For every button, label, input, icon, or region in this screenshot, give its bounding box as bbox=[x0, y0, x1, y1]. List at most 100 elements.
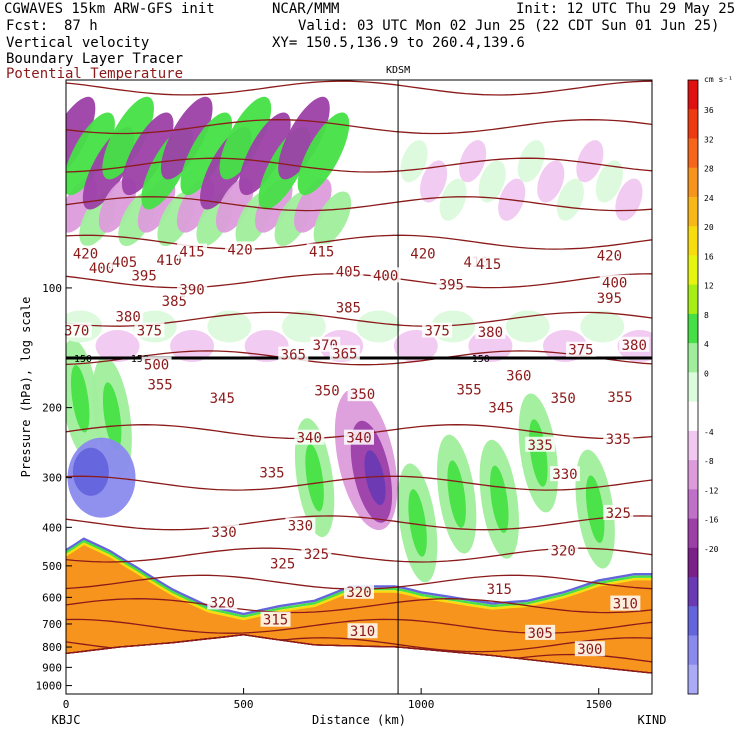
colorbar-swatch bbox=[688, 226, 698, 256]
theta-label-bg bbox=[486, 399, 517, 415]
w-cell bbox=[529, 419, 548, 487]
theta-label-bg bbox=[370, 267, 401, 283]
theta-label-bg bbox=[548, 389, 579, 405]
theta-contour bbox=[66, 598, 652, 614]
theta-label: 335 bbox=[259, 465, 284, 481]
colorbar-swatch bbox=[688, 430, 698, 461]
theta-label: 400 bbox=[373, 268, 398, 284]
tropopause-label: 150 bbox=[131, 354, 149, 365]
theta-label-bg bbox=[347, 623, 378, 639]
theta-contour bbox=[66, 634, 652, 653]
theta-label: 345 bbox=[488, 401, 513, 417]
theta-label: 305 bbox=[527, 626, 552, 642]
x-axis-label: Distance (km) bbox=[312, 713, 406, 727]
w-cell bbox=[281, 310, 326, 343]
colorbar-swatch bbox=[688, 284, 698, 315]
theta-label-bg bbox=[153, 251, 184, 267]
theta-label: 335 bbox=[606, 432, 631, 448]
colorbar-swatch bbox=[688, 196, 698, 227]
right-station-label: KIND bbox=[638, 713, 667, 727]
w-cell bbox=[207, 310, 252, 343]
theta-contour bbox=[66, 350, 652, 366]
theta-label-bg bbox=[267, 555, 298, 571]
theta-label-bg bbox=[594, 247, 625, 263]
x-tick-label: 1000 bbox=[408, 698, 435, 711]
colorbar-swatch bbox=[688, 372, 698, 403]
colorbar-swatch bbox=[688, 313, 698, 344]
w-cell bbox=[170, 330, 215, 363]
theta-label: 355 bbox=[456, 382, 481, 398]
colorbar-swatch bbox=[688, 401, 698, 432]
colorbar-level-label: 8 bbox=[704, 311, 709, 320]
tropopause-label: 150 bbox=[472, 354, 490, 365]
w-cell bbox=[439, 178, 467, 221]
left-station-label: KBJC bbox=[52, 713, 81, 727]
theta-label-bg bbox=[347, 386, 378, 402]
colorbar-swatch bbox=[688, 109, 698, 139]
theta-label-bg bbox=[256, 464, 287, 480]
theta-label: 330 bbox=[288, 519, 313, 535]
w-cell bbox=[278, 96, 330, 180]
theta-contour bbox=[66, 475, 652, 491]
theta-label: 320 bbox=[210, 595, 235, 611]
header-field-vertical-velocity: Vertical velocity bbox=[6, 35, 150, 51]
theta-label-bg bbox=[503, 367, 534, 383]
colorbar-level-label: 24 bbox=[704, 194, 714, 203]
theta-label: 340 bbox=[297, 431, 322, 447]
theta-label-bg bbox=[260, 611, 291, 627]
theta-label-bg bbox=[484, 580, 515, 596]
theta-label: 310 bbox=[613, 597, 638, 613]
chart-title: KDSM bbox=[386, 65, 410, 76]
colorbar-swatch bbox=[688, 518, 698, 549]
colorbar-level-label: 36 bbox=[704, 106, 714, 115]
theta-label: 395 bbox=[131, 268, 156, 284]
theta-label: 330 bbox=[211, 525, 236, 541]
theta-label: 375 bbox=[424, 324, 449, 340]
theta-label: 355 bbox=[147, 378, 172, 394]
theta-label: 385 bbox=[336, 300, 361, 316]
theta-label-bg bbox=[207, 389, 238, 405]
theta-label: 385 bbox=[162, 294, 187, 310]
theta-label: 340 bbox=[346, 431, 371, 447]
colorbar-swatch bbox=[688, 489, 698, 520]
theta-label: 380 bbox=[478, 325, 503, 341]
w-cell bbox=[420, 160, 448, 203]
theta-contour bbox=[66, 119, 652, 135]
theta-label-bg bbox=[565, 341, 596, 357]
colorbar-level-label: -8 bbox=[704, 457, 714, 466]
y-tick-label: 100 bbox=[42, 282, 62, 295]
w-cell bbox=[70, 365, 90, 433]
theta-label: 375 bbox=[137, 324, 162, 340]
x-tick-label: 1500 bbox=[585, 698, 612, 711]
colorbar-level-label: 4 bbox=[704, 340, 709, 349]
header-center: NCAR/MMM bbox=[272, 1, 340, 17]
w-cell bbox=[556, 178, 584, 221]
w-cell bbox=[102, 96, 154, 180]
theta-label: 395 bbox=[597, 291, 622, 307]
theta-label-bg bbox=[574, 641, 605, 657]
w-cell bbox=[294, 178, 332, 233]
y-tick-label: 500 bbox=[42, 560, 62, 573]
theta-label-bg bbox=[333, 263, 364, 279]
colorbar-unit: cm s⁻¹ bbox=[704, 75, 733, 84]
theta-label-bg bbox=[301, 546, 332, 562]
colorbar: cm s⁻¹ 36 32 28 24 20 16 12 8 4 0 -4 -8 -12 -16 -20 bbox=[687, 75, 733, 695]
theta-contour bbox=[66, 43, 652, 57]
colorbar-frame bbox=[687, 79, 699, 695]
theta-label-bg bbox=[306, 243, 337, 259]
theta-label-bg bbox=[454, 381, 485, 397]
below-ground bbox=[66, 634, 652, 694]
colorbar-swatch bbox=[688, 343, 698, 373]
theta-label-bg bbox=[294, 429, 325, 445]
theta-label-bg bbox=[610, 595, 641, 611]
colorbar-swatch bbox=[688, 664, 698, 695]
y-tick-label: 600 bbox=[42, 591, 62, 604]
theta-label-bg bbox=[525, 436, 556, 452]
theta-label: 420 bbox=[73, 247, 98, 263]
header-fcst-value: 87 h bbox=[64, 18, 98, 34]
theta-label: 325 bbox=[606, 506, 631, 522]
header-field-boundary-layer-tracer: Boundary Layer Tracer bbox=[6, 51, 184, 67]
colorbar-swatch bbox=[688, 138, 698, 169]
theta-label: 355 bbox=[607, 390, 632, 406]
